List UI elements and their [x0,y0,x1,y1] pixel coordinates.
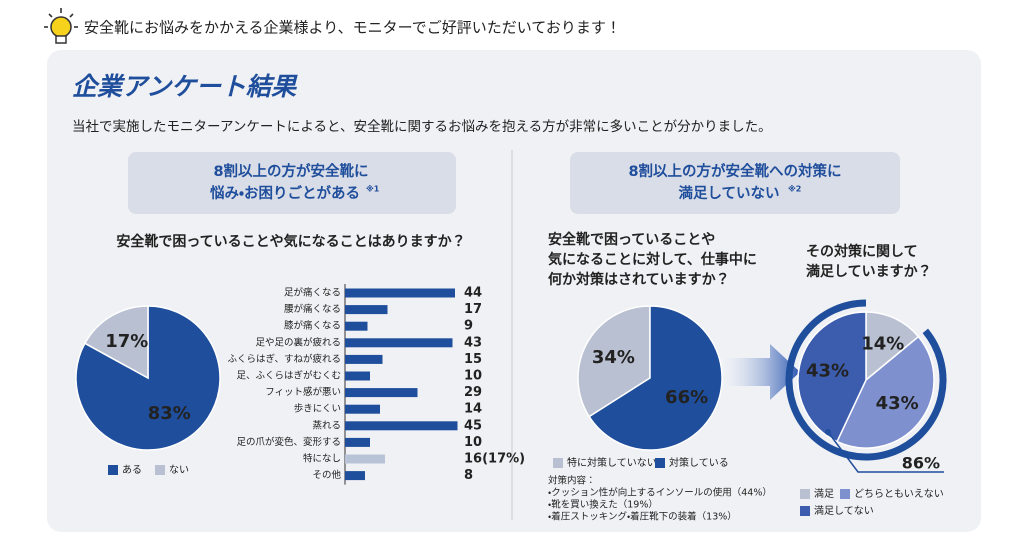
header-text: 安全靴にお悩みをかかえる企業様より、モニターでご好評いただいております！ [84,19,621,37]
note: 対策内容： [548,475,596,487]
bar [345,421,458,431]
bar-value: 14 [464,402,482,417]
bar-value: 44 [464,286,482,301]
bar [345,454,385,464]
callout-line: 満足していない [678,184,779,202]
bar-value: 29 [464,385,482,400]
question: 安全靴で困っていることや [548,231,715,248]
bar [345,388,418,398]
bar-category: 膝が痛くなる [284,320,341,332]
pie-label: 14% [861,333,904,354]
legend-swatch [108,465,118,475]
bar-category: 歩きにくい [294,403,341,415]
callout-box [128,152,456,214]
legend-swatch [840,489,850,499]
bar-category: 特になし [303,453,341,465]
callout-line: 悩み・お困りごとがある [210,184,360,202]
bar [345,288,455,298]
bar [345,305,388,315]
annotation-leader [827,431,944,473]
pie-slice [83,305,149,380]
callout-line: 8割以上の方が安全靴に [213,162,368,180]
note: ・クッション性が向上するインソールの使用（44%） [548,487,772,499]
bar-value: 45 [464,418,482,433]
pie-label: 17% [105,331,148,352]
note: ・着圧ストッキング・着圧靴下の装着（13%） [548,511,737,523]
bar [345,338,453,348]
bar-category: その他 [312,469,341,481]
pie-slice [797,311,867,443]
bar [345,404,380,414]
bar [345,371,370,381]
pie-slice [75,305,221,451]
bar-category: 足や足の裏が疲れる [255,336,341,348]
callout-note: ※1 [366,184,380,194]
bar-value: 16(17%) [464,452,525,467]
bar-value: 9 [464,319,473,334]
description: 当社で実施したモニターアンケートによると、安全靴に関するお悩みを抱える方が非常に… [72,119,772,135]
pie-label: 83% [148,403,191,424]
callout-line: 8割以上の方が安全靴への対策に [628,162,841,180]
bar-category: 腰が痛くなる [284,303,341,315]
legend-label: ある [122,464,142,476]
legend-label: 特に対策していない [567,456,657,469]
annotation-dot [825,429,831,435]
pie-slice [588,305,723,451]
question: 気になることに対して、仕事中に [548,251,757,268]
question: 満足していますか？ [806,263,932,280]
legend-swatch [655,458,665,468]
bar-value: 15 [464,352,482,367]
bar-value: 43 [464,335,482,350]
bar [345,354,383,364]
question: その対策に関して [806,243,918,260]
legend-swatch [155,465,165,475]
pie-slice [836,335,935,449]
bar-category: フィット感が悪い [265,386,341,398]
bar-category: ふくらはぎ、すねが疲れる [227,353,341,365]
bar-category: 足の爪が変色、変形する [236,436,341,448]
bulb-icon [44,8,78,44]
question: 安全靴で困っていることや気になることはありますか？ [116,233,465,250]
legend-label: ない [169,464,189,476]
callout-note: ※2 [788,184,801,194]
question: 何か対策はされていますか？ [548,271,730,288]
note: ・靴を買い換えた（19%） [548,499,658,511]
bar-value: 17 [464,302,482,317]
bar-value: 10 [464,369,482,384]
highlight-ring [785,299,947,461]
pie-label: 34% [592,347,635,368]
arrow [718,344,800,400]
panel-title: 企業アンケート結果 [72,72,298,101]
bar-category: 足、ふくらはぎがむくむ [236,370,341,382]
bar [345,471,365,481]
bar-value: 10 [464,435,482,450]
annotation: 86% [902,454,940,473]
bar-category: 蒸れる [312,419,341,431]
legend-label: 満足してない [814,505,874,517]
legend-label: 満足 [814,488,834,500]
pie-slice [865,311,920,382]
legend-swatch [800,489,810,499]
legend-swatch [800,506,810,516]
bar [345,321,368,331]
bar-value: 8 [464,468,473,483]
legend-swatch [553,458,563,468]
callout-box [570,152,900,214]
pie-label: 66% [665,387,708,408]
pie-label: 43% [876,393,919,414]
legend-label: 対策している [669,456,729,469]
bar [345,437,370,447]
legend-label: どちらともいえない [854,488,944,500]
pie-label: 43% [806,360,849,381]
bar-category: 足が痛くなる [284,287,341,299]
